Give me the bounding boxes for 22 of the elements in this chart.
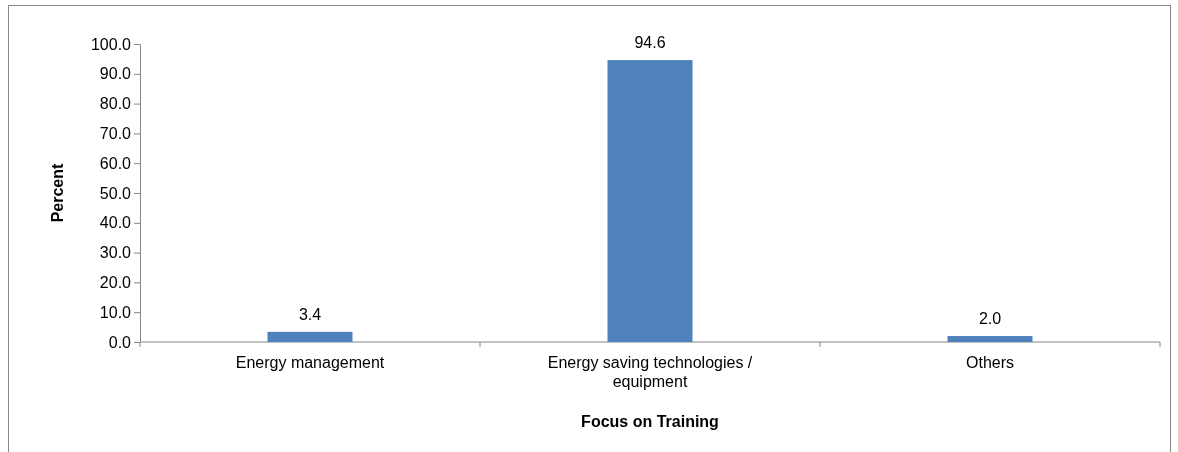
x-tick-label: Energy management xyxy=(235,354,385,371)
x-tick-label: Others xyxy=(965,354,1015,371)
data-label: 2.0 xyxy=(978,310,1002,328)
y-axis-title: Percent xyxy=(49,162,66,223)
bar xyxy=(267,331,353,342)
y-tick-label: 40.0 xyxy=(99,214,132,232)
data-label: 3.4 xyxy=(298,305,322,323)
y-tick-label: 20.0 xyxy=(99,274,132,292)
x-tick-label: Energy saving technologies / equipment xyxy=(547,354,753,390)
bar xyxy=(607,60,693,342)
y-tick-label: 50.0 xyxy=(99,184,132,202)
y-tick-label: 80.0 xyxy=(99,95,132,113)
x-axis-title: Focus on Training xyxy=(581,413,719,430)
y-tick-label: 100.0 xyxy=(90,35,132,53)
y-tick-label: 70.0 xyxy=(99,125,132,143)
bar xyxy=(947,336,1033,342)
data-label: 94.6 xyxy=(634,34,666,52)
y-tick-label: 30.0 xyxy=(99,244,132,262)
y-tick-label: 90.0 xyxy=(99,65,132,83)
y-tick-label: 0.0 xyxy=(108,333,132,351)
y-tick-label: 60.0 xyxy=(99,154,132,172)
y-tick-label: 10.0 xyxy=(99,303,132,321)
